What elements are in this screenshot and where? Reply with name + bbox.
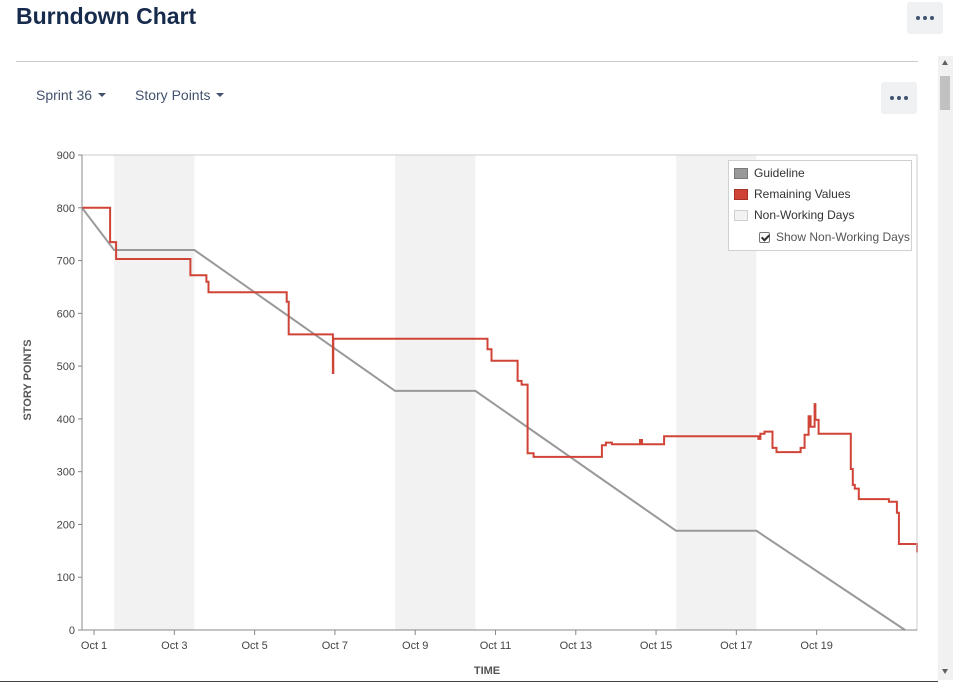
x-tick-label: Oct 13 — [560, 640, 592, 652]
show-non-working-toggle[interactable]: Show Non-Working Days — [759, 230, 910, 244]
y-tick-label: 500 — [57, 361, 75, 373]
x-tick-label: Oct 7 — [322, 640, 348, 652]
series-line-remaining-values — [82, 206, 918, 553]
x-tick-label: Oct 17 — [720, 640, 752, 652]
scroll-thumb[interactable] — [940, 76, 950, 110]
y-tick-label: 800 — [57, 203, 75, 215]
y-tick-label: 400 — [57, 414, 75, 426]
metric-dropdown[interactable]: Story Points — [135, 87, 225, 103]
more-horizontal-icon — [890, 96, 894, 100]
vertical-scrollbar[interactable] — [938, 56, 953, 680]
x-tick-label: Oct 5 — [241, 640, 267, 652]
page-more-button[interactable] — [907, 2, 943, 34]
y-tick-label: 700 — [57, 256, 75, 268]
scroll-up-icon[interactable] — [942, 60, 948, 65]
y-tick-label: 900 — [57, 150, 75, 162]
caret-down-icon — [216, 93, 225, 97]
y-tick-label: 100 — [57, 572, 75, 584]
non-working-band-1 — [395, 155, 476, 630]
x-tick-label: Oct 15 — [640, 640, 672, 652]
x-tick-label: Oct 3 — [161, 640, 187, 652]
y-tick-label: 600 — [57, 308, 75, 320]
chart-more-button[interactable] — [881, 82, 917, 114]
chart-legend: Guideline Remaining Values Non-Working D… — [728, 160, 912, 251]
more-horizontal-icon — [916, 16, 920, 20]
checkbox-checked-icon[interactable] — [759, 231, 770, 243]
sprint-dropdown-label: Sprint 36 — [36, 87, 93, 103]
legend-guideline-label: Guideline — [754, 166, 805, 180]
x-axis-label: TIME — [474, 665, 500, 677]
scroll-down-icon[interactable] — [942, 669, 948, 674]
y-tick-label: 200 — [57, 519, 75, 531]
legend-non-working-label: Non-Working Days — [754, 208, 855, 222]
legend-item-non-working: Non-Working Days — [734, 208, 854, 222]
guideline-swatch — [734, 167, 748, 179]
legend-remaining-label: Remaining Values — [754, 187, 851, 201]
caret-down-icon — [98, 93, 107, 97]
x-tick-label: Oct 11 — [480, 640, 512, 652]
y-axis-label: STORY POINTS — [22, 339, 34, 420]
header-divider — [16, 61, 918, 62]
bottom-border — [0, 681, 938, 682]
y-tick-label: 0 — [69, 625, 75, 637]
page-title: Burndown Chart — [16, 3, 197, 29]
remaining-swatch — [734, 188, 748, 200]
x-tick-label: Oct 1 — [81, 640, 107, 652]
y-tick-label: 300 — [57, 467, 75, 479]
non-working-swatch — [734, 209, 748, 221]
x-tick-label: Oct 9 — [402, 640, 428, 652]
x-tick-label: Oct 19 — [800, 640, 832, 652]
legend-item-remaining: Remaining Values — [734, 187, 851, 201]
sprint-dropdown[interactable]: Sprint 36 — [36, 87, 107, 103]
metric-dropdown-label: Story Points — [135, 87, 211, 103]
series-line-guideline — [81, 207, 906, 631]
legend-item-guideline: Guideline — [734, 166, 805, 180]
non-working-band-0 — [114, 155, 195, 630]
show-non-working-label: Show Non-Working Days — [776, 230, 910, 244]
